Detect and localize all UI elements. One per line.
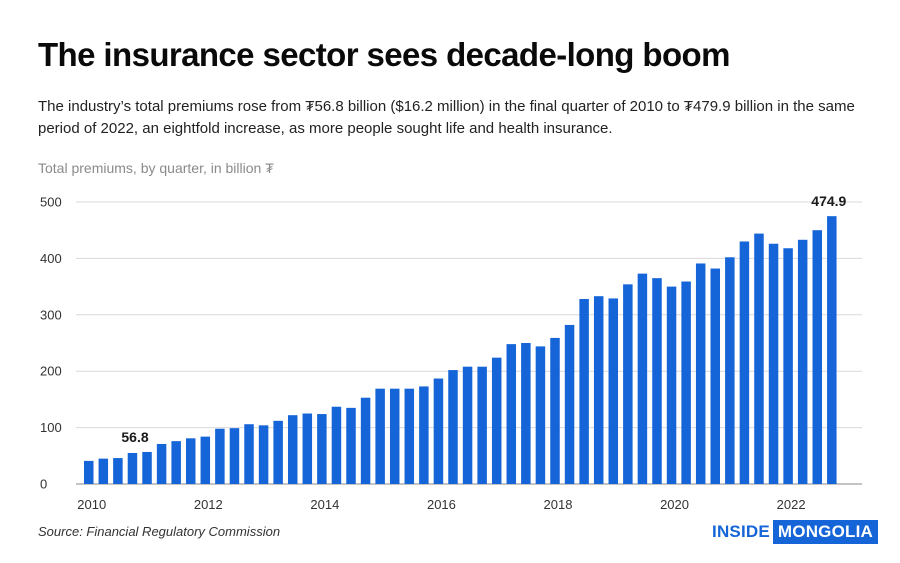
logo-inside: INSIDE	[712, 522, 770, 541]
y-tick-label: 100	[40, 420, 62, 435]
bar	[171, 441, 181, 484]
bar	[521, 343, 531, 484]
bar	[302, 413, 313, 484]
source-note: Source: Financial Regulatory Commission	[38, 524, 281, 539]
data-label: 474.9	[811, 193, 846, 209]
bar	[550, 337, 560, 484]
x-tick-label: 2010	[77, 497, 106, 512]
bar	[360, 397, 371, 484]
bar	[695, 263, 706, 484]
bar	[768, 243, 779, 484]
bar	[710, 268, 721, 484]
bar	[725, 257, 735, 484]
bar	[827, 216, 837, 484]
y-tick-labels: 0 100 200 300 400 500	[40, 195, 62, 492]
bar	[229, 428, 240, 484]
bar	[287, 415, 298, 484]
publisher-logo: INSIDE MONGOLIA	[712, 520, 878, 544]
chart-title: The insurance sector sees decade-long bo…	[38, 36, 730, 73]
bar	[535, 346, 546, 484]
x-tick-label: 2016	[427, 497, 456, 512]
bar	[142, 451, 152, 484]
bar	[317, 414, 327, 484]
y-tick-label: 400	[40, 251, 62, 266]
x-tick-labels: 2010 2012 2014 2016 2018 2020 2022	[77, 497, 805, 512]
bar	[331, 406, 342, 484]
bar	[462, 366, 473, 484]
bar	[491, 357, 502, 484]
data-label: 56.8	[121, 429, 148, 445]
bar	[593, 296, 604, 484]
x-tick-label: 2012	[194, 497, 223, 512]
bars	[84, 216, 837, 484]
bar	[608, 298, 619, 484]
bar	[433, 378, 444, 484]
bar	[812, 230, 822, 484]
bar	[666, 286, 677, 484]
bar	[113, 458, 123, 484]
x-tick-label: 2014	[310, 497, 339, 512]
bar	[797, 239, 808, 484]
data-labels: 56.8 474.9	[121, 193, 846, 445]
bar	[477, 366, 487, 484]
bar	[754, 233, 764, 484]
x-tick-label: 2018	[544, 497, 573, 512]
bar	[156, 443, 167, 484]
y-tick-label: 200	[40, 364, 62, 379]
bar	[652, 278, 662, 484]
bar	[273, 420, 283, 484]
x-tick-label: 2022	[777, 497, 806, 512]
bar	[215, 428, 225, 484]
bar	[127, 452, 138, 484]
bar	[244, 424, 254, 484]
bar	[404, 388, 415, 484]
bar	[579, 299, 589, 484]
chart-subtitle: The industry’s total premiums rose from …	[38, 98, 855, 137]
bar	[448, 370, 458, 484]
bar	[681, 281, 691, 484]
bar	[258, 425, 269, 484]
bar	[637, 273, 648, 484]
y-tick-label: 500	[40, 195, 62, 210]
bar	[185, 438, 196, 484]
bar	[98, 458, 109, 484]
bar	[623, 284, 633, 484]
y-tick-label: 300	[40, 307, 62, 322]
bar	[375, 388, 385, 484]
x-tick-label: 2020	[660, 497, 689, 512]
y-axis-caption: Total premiums, by quarter, in billion ₮	[38, 160, 274, 176]
bar	[389, 388, 400, 484]
logo-mongolia: MONGOLIA	[772, 520, 878, 544]
bar	[506, 344, 517, 484]
y-tick-label: 0	[40, 477, 47, 492]
bar	[564, 324, 575, 484]
bar	[84, 460, 94, 484]
bar	[783, 248, 793, 484]
bar	[346, 407, 356, 484]
bar	[419, 386, 429, 484]
bar	[739, 241, 750, 484]
bar	[200, 436, 211, 484]
